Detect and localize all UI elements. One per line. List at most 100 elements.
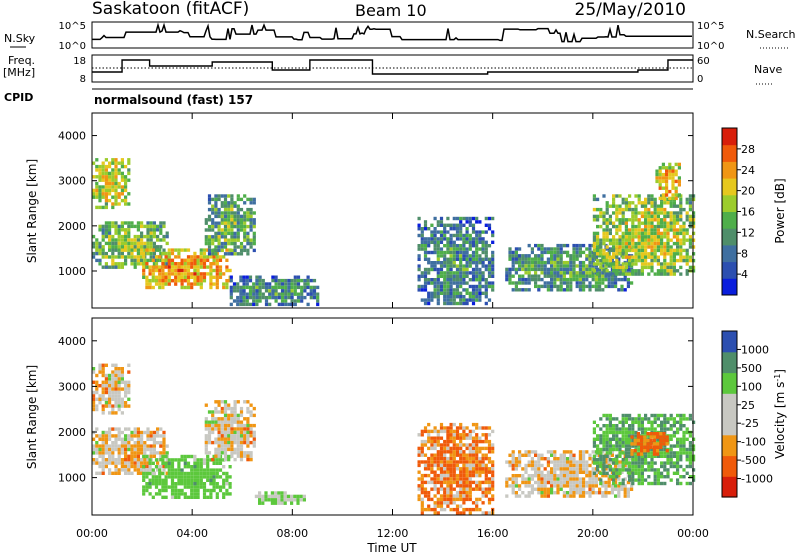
echo-cell — [430, 298, 434, 302]
echo-cell — [462, 271, 466, 275]
echo-cell — [423, 473, 428, 478]
echo-cell — [562, 480, 566, 485]
echo-cell — [439, 237, 444, 241]
echo-cell — [209, 468, 213, 472]
echo-cell — [540, 243, 544, 248]
echo-cell — [130, 245, 134, 249]
echo-cell — [433, 446, 437, 451]
echo-cell — [124, 228, 128, 232]
echo-cell — [206, 471, 210, 476]
echo-cell — [248, 302, 253, 307]
echo-cell — [243, 194, 247, 198]
echo-cell — [556, 467, 560, 471]
echo-cell — [127, 441, 131, 445]
echo-cell — [660, 447, 664, 452]
echo-cell — [614, 284, 618, 289]
echo-cell — [650, 458, 654, 462]
echo-cell — [559, 467, 563, 471]
echo-cell — [111, 404, 115, 408]
echo-cell — [98, 228, 102, 232]
echo-cell — [647, 272, 651, 276]
echo-cell — [120, 262, 124, 266]
echo-cell — [228, 268, 232, 273]
echo-cell — [602, 269, 606, 273]
echo-cell — [212, 461, 216, 465]
echo-cell — [217, 248, 221, 253]
echo-cell — [293, 278, 297, 283]
echo-cell — [423, 244, 428, 248]
echo-cell — [117, 427, 121, 431]
echo-cell — [101, 231, 105, 235]
echo-cell — [481, 278, 485, 282]
echo-cell — [612, 417, 616, 421]
echo-cell — [481, 463, 485, 468]
echo-cell — [101, 447, 105, 452]
echo-cell — [468, 261, 472, 265]
echo-cell — [420, 247, 424, 251]
echo-cell — [462, 240, 466, 244]
echo-cell — [621, 461, 625, 465]
echo-cell — [186, 471, 191, 476]
echo-cell — [540, 477, 544, 481]
echo-cell — [108, 454, 112, 458]
echo-cell — [682, 238, 686, 242]
echo-cell — [491, 460, 495, 464]
echo-cell — [423, 271, 428, 275]
echo-cell — [562, 453, 566, 457]
echo-cell — [676, 204, 680, 208]
echo-cell — [634, 454, 638, 458]
echo-cell — [430, 453, 434, 457]
echo-cell — [478, 426, 482, 430]
echo-cell — [669, 424, 673, 428]
echo-cell — [180, 488, 184, 493]
echo-cell — [592, 461, 596, 465]
echo-cell — [669, 245, 673, 249]
echo-cell — [120, 444, 124, 448]
echo-cell — [293, 282, 297, 286]
echo-cell — [117, 380, 121, 384]
echo-cell — [540, 250, 544, 255]
echo-cell — [239, 245, 244, 249]
echo-cell — [663, 228, 667, 232]
echo-cell — [233, 440, 237, 445]
echo-cell — [127, 251, 131, 256]
echo-cell — [621, 245, 625, 249]
echo-cell — [679, 211, 683, 215]
echo-cell — [481, 460, 485, 464]
echo-cell — [199, 262, 203, 266]
echo-cell — [647, 454, 651, 458]
echo-cell — [417, 450, 421, 454]
echo-cell — [521, 288, 525, 292]
echo-cell — [164, 275, 168, 279]
echo-cell — [433, 227, 437, 231]
echo-cell — [636, 442, 640, 446]
echo-cell — [423, 281, 428, 285]
echo-cell — [433, 443, 437, 447]
echo-cell — [446, 504, 450, 508]
echo-cell — [669, 478, 673, 482]
echo-cell — [299, 494, 303, 499]
echo-cell — [546, 288, 550, 292]
echo-cell — [637, 471, 641, 475]
echo-cell — [446, 436, 450, 440]
echo-cell — [117, 238, 121, 242]
echo-cell — [152, 262, 156, 266]
echo-cell — [540, 470, 544, 474]
echo-cell — [534, 281, 538, 285]
echo-cell — [459, 443, 463, 447]
echo-cell — [258, 292, 262, 296]
echo-cell — [671, 196, 675, 201]
echo-cell — [98, 241, 102, 246]
echo-cell — [127, 234, 131, 239]
echo-cell — [101, 404, 105, 408]
echo-cell — [117, 245, 121, 249]
echo-cell — [631, 269, 635, 273]
echo-cell — [518, 247, 522, 251]
echo-cell — [455, 484, 460, 488]
echo-cell — [605, 464, 609, 469]
echo-cell — [624, 454, 628, 458]
colorbar-tick-label: 8 — [741, 247, 748, 260]
echo-cell — [433, 477, 437, 481]
echo-cell — [471, 288, 476, 292]
echo-cell — [468, 240, 472, 244]
